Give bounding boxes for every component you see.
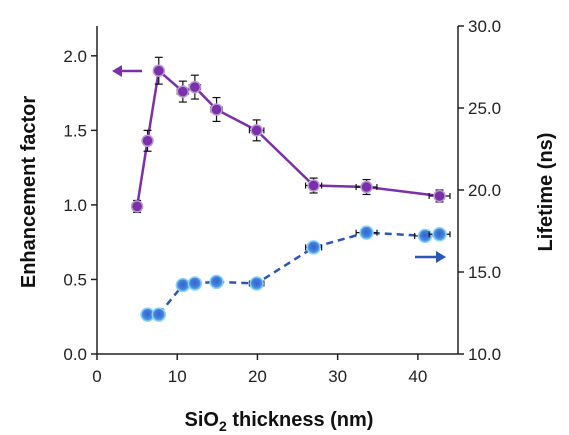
y-axis-left-title: Enhancement factor xyxy=(18,96,40,288)
y-left-tick-label: 1.5 xyxy=(63,121,87,140)
data-point-right xyxy=(417,228,433,244)
data-point-left xyxy=(250,124,263,137)
series-line-right xyxy=(147,231,440,316)
axes: 0 10 20 30 40 0.0 0.5 1.0 1.5 2.0 10.0 15.0 20.0 25.0… xyxy=(63,17,501,386)
data-point-left xyxy=(188,80,202,94)
y-left-tick-label: 1.0 xyxy=(63,196,87,215)
data-point-right xyxy=(151,307,167,322)
x-tick-label: 0 xyxy=(92,367,101,386)
data-point-right xyxy=(432,227,447,242)
x-axis-title-tail: thickness (nm) xyxy=(227,409,374,431)
data-point-left xyxy=(152,64,166,77)
data-point-right xyxy=(187,276,203,291)
plot-area xyxy=(130,56,451,322)
data-point-left xyxy=(307,179,320,192)
data-point-right xyxy=(249,276,264,291)
x-tick-label: 30 xyxy=(328,367,347,386)
x-tick-label: 40 xyxy=(408,367,427,386)
x-axis-title-subscript: 2 xyxy=(219,418,227,434)
axis-arrows xyxy=(112,65,446,263)
left-axis-arrow-head xyxy=(112,65,122,77)
x-tick-label: 20 xyxy=(248,367,267,386)
data-point-right xyxy=(306,240,321,255)
data-point-left xyxy=(360,180,373,194)
data-point-right xyxy=(209,274,224,290)
data-point-left xyxy=(433,189,446,203)
y-right-tick-label: 25.0 xyxy=(468,99,501,118)
y-right-tick-label: 10.0 xyxy=(468,345,501,364)
y-right-tick-label: 30.0 xyxy=(468,17,501,36)
x-axis-title: SiO2 thickness (nm) xyxy=(185,409,374,434)
data-point-left xyxy=(176,85,190,98)
right-axis-arrow-head xyxy=(436,251,446,263)
data-point-left xyxy=(141,134,154,148)
data-point-left xyxy=(210,103,223,116)
y-axis-right-title: Lifetime (ns) xyxy=(535,133,557,252)
x-tick-label: 10 xyxy=(168,367,187,386)
y-right-tick-label: 20.0 xyxy=(468,181,501,200)
data-point-right xyxy=(359,225,374,240)
y-left-tick-label: 0.5 xyxy=(63,270,87,289)
y-right-tick-label: 15.0 xyxy=(468,263,501,282)
data-point-right xyxy=(175,277,191,293)
y-left-tick-label: 2.0 xyxy=(63,47,87,66)
data-point-left xyxy=(130,200,144,213)
series-line-left xyxy=(135,68,440,207)
y-left-tick-label: 0.0 xyxy=(63,345,87,364)
x-axis-title-main: SiO xyxy=(185,409,219,431)
